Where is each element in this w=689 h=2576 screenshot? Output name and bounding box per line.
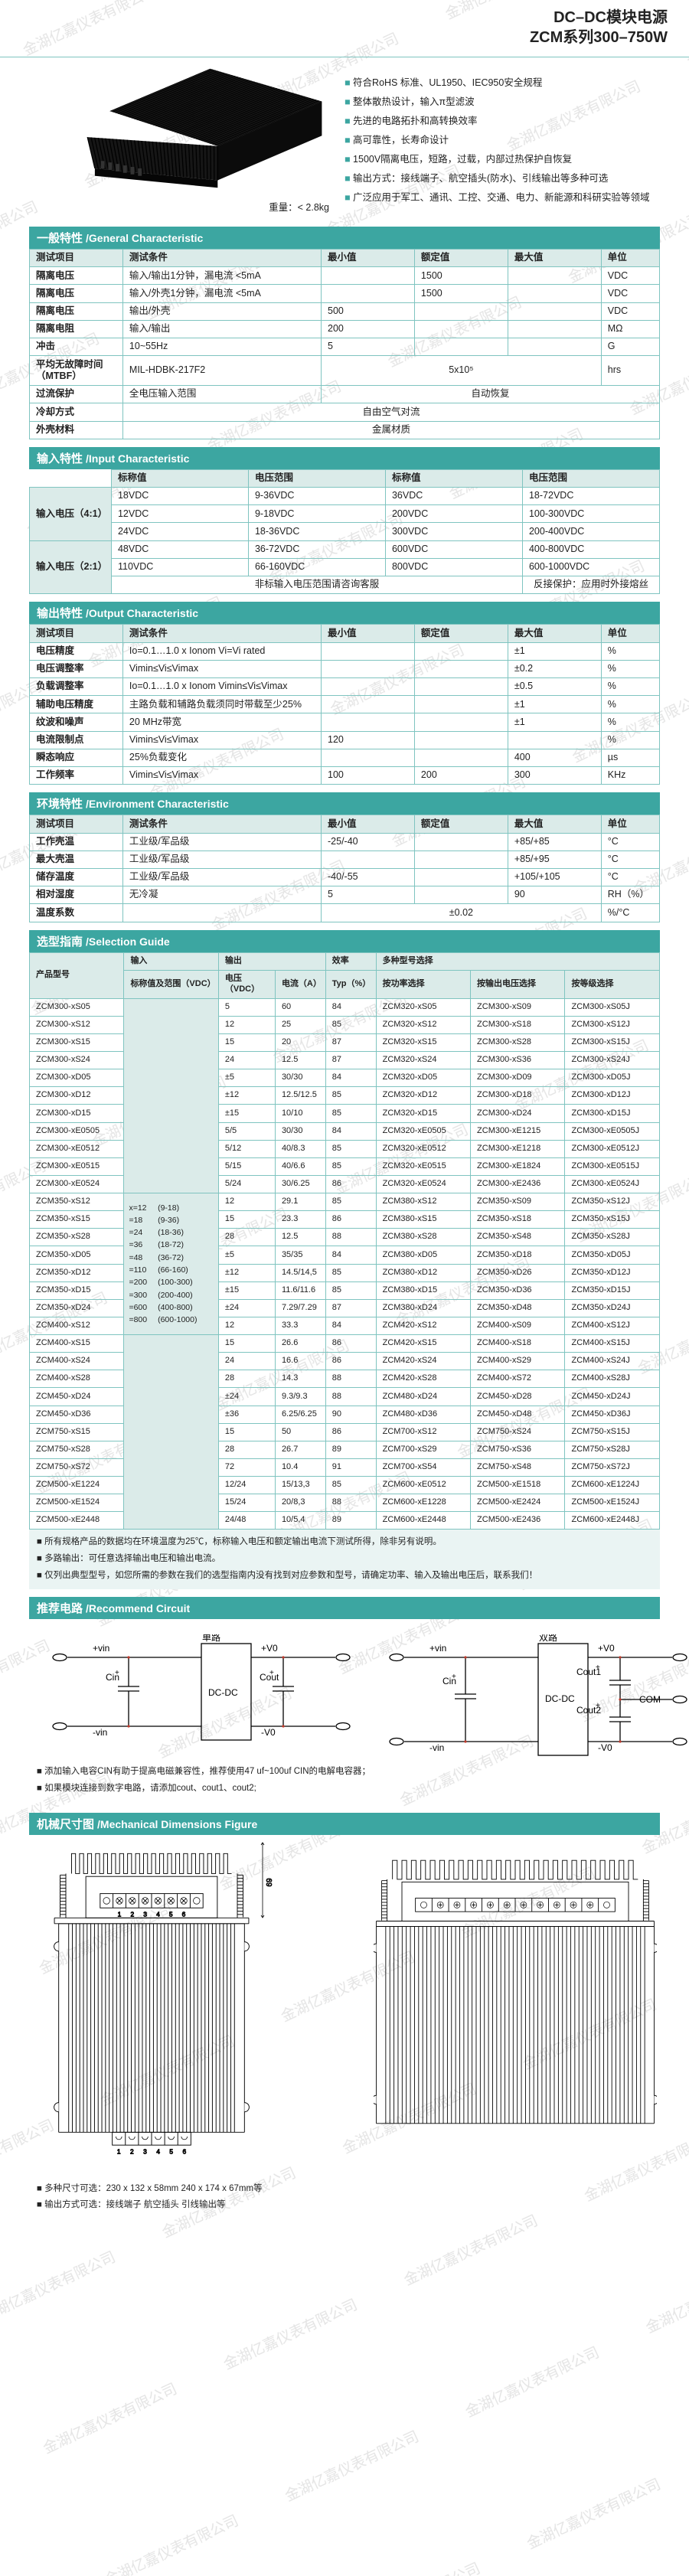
svg-text:6: 6	[182, 1910, 186, 1918]
svg-text:69: 69	[266, 1878, 274, 1887]
svg-text:2: 2	[130, 2147, 134, 2155]
svg-text:+: +	[115, 1669, 119, 1677]
svg-text:+: +	[596, 1702, 600, 1710]
svg-text:6: 6	[182, 2147, 186, 2155]
svg-text:-V0: -V0	[598, 1742, 612, 1753]
svg-text:+: +	[596, 1663, 600, 1672]
svg-text:-vin: -vin	[429, 1742, 444, 1753]
svg-text:4: 4	[156, 1910, 160, 1918]
svg-text:2: 2	[130, 1910, 134, 1918]
svg-text:5: 5	[169, 1910, 173, 1918]
svg-text:-vin: -vin	[93, 1727, 107, 1738]
svg-text:DC-DC: DC-DC	[208, 1687, 238, 1698]
svg-text:DC-DC: DC-DC	[545, 1693, 575, 1704]
svg-text:-V0: -V0	[261, 1727, 276, 1738]
svg-text:+: +	[452, 1673, 456, 1681]
svg-text:1: 1	[117, 2147, 121, 2155]
svg-text:双路: 双路	[539, 1634, 557, 1643]
svg-text:4: 4	[156, 2147, 160, 2155]
svg-text:+vin: +vin	[93, 1643, 109, 1654]
svg-text:COM: COM	[639, 1694, 661, 1705]
svg-text:3: 3	[143, 2147, 147, 2155]
svg-text:5: 5	[169, 2147, 173, 2155]
svg-text:+V0: +V0	[261, 1643, 278, 1654]
svg-text:3: 3	[143, 1910, 147, 1918]
svg-text:1: 1	[118, 1910, 122, 1918]
svg-text:+: +	[269, 1669, 274, 1677]
svg-text:单路: 单路	[202, 1634, 220, 1643]
svg-text:+vin: +vin	[429, 1643, 446, 1654]
svg-text:+V0: +V0	[598, 1643, 615, 1654]
